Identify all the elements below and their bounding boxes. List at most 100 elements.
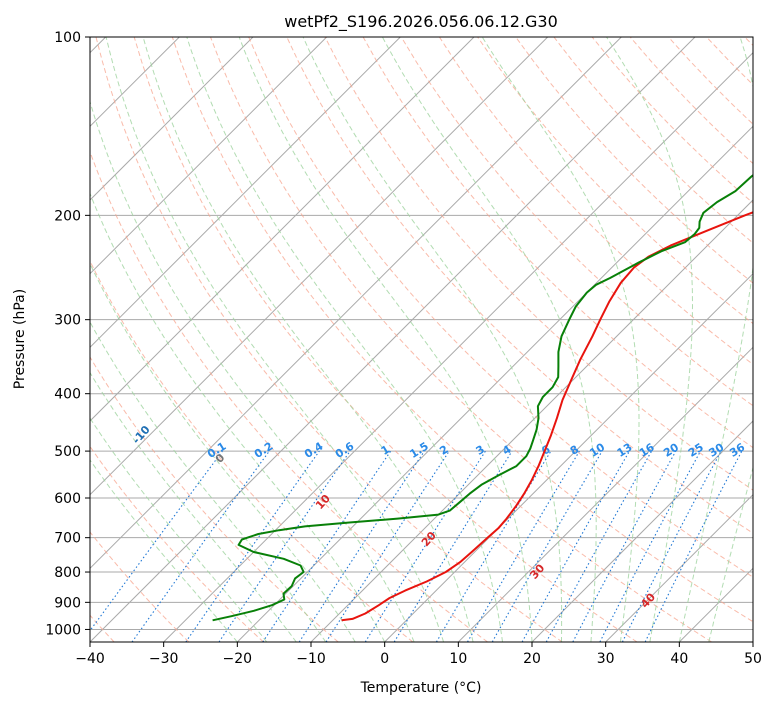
moist-adiabat-line <box>90 321 327 642</box>
mixing-ratio-label: 8 <box>568 443 581 458</box>
mixing-ratio-line <box>599 450 701 642</box>
moist-adiabat-line <box>90 192 386 642</box>
y-tick-label: 800 <box>54 565 81 581</box>
mixing-ratio-label: 20 <box>661 440 681 459</box>
isotherm-line <box>678 567 753 642</box>
mixing-ratio-label: 0.6 <box>333 439 357 461</box>
dry-adiabat-line <box>95 37 563 642</box>
isotherm-line <box>457 346 753 642</box>
chart-title: wetPf2_S196.2026.056.06.12.G30 <box>284 12 558 32</box>
plot-frame <box>89 36 754 643</box>
y-tick-label: 900 <box>54 595 81 611</box>
moist-adiabat-line <box>90 459 238 642</box>
moist-adiabat-line <box>186 37 503 642</box>
mixing-ratio-line <box>521 450 630 642</box>
dry-adiabat-line <box>248 37 753 578</box>
isotherm-line <box>236 125 753 642</box>
y-tick-label: 300 <box>54 313 81 329</box>
mixing-ratio-line <box>393 450 513 642</box>
x-axis: −40 −30 −20 −10 0 10 20 30 40 50 <box>75 642 762 667</box>
mixing-ratio-label: 4 <box>500 442 514 457</box>
dry-adiabat-line <box>515 37 753 284</box>
dry-adiabat-label: 40 <box>638 590 658 610</box>
moist-adiabat-line <box>142 37 474 642</box>
dry-adiabat-line <box>668 37 753 125</box>
dry-adiabat-line <box>90 531 190 642</box>
dry-adiabat-line <box>90 259 414 642</box>
mixing-ratio-line <box>185 450 320 642</box>
isotherm-line <box>384 272 753 642</box>
temperature-line <box>341 211 753 622</box>
x-tick-label: −40 <box>75 651 105 667</box>
isotherm-line <box>90 37 254 201</box>
mixing-ratio-line <box>262 450 392 642</box>
plot-area: 0.10.20.40.611.52346810131620253036-100-… <box>90 37 753 642</box>
mixing-ratio-line <box>131 450 270 642</box>
mixing-ratio-label: 1.5 <box>407 440 430 461</box>
x-tick-label: −10 <box>296 651 326 667</box>
dry-adiabat-line <box>90 356 339 642</box>
isotherm-line <box>90 37 622 570</box>
y-tick-label: 100 <box>54 30 81 46</box>
isotherm-line <box>605 493 753 642</box>
dry-adiabat-label: 30 <box>527 561 547 581</box>
mixing-ratio-line <box>298 450 425 642</box>
y-axis-label: Pressure (hPa) <box>12 289 28 389</box>
dry-adiabat-lines <box>90 37 753 642</box>
mixing-ratio-label: 3 <box>474 443 487 458</box>
profile-series <box>212 173 753 622</box>
dry-adiabat-line <box>362 37 753 449</box>
x-tick-label: −30 <box>149 651 179 667</box>
isobar-lines <box>90 37 753 630</box>
dry-adiabat-line <box>706 37 753 86</box>
mixing-ratio-line <box>572 450 677 642</box>
y-tick-label: 200 <box>54 208 81 224</box>
dry-adiabat-line <box>133 37 638 642</box>
isotherm-line <box>90 37 549 496</box>
dry-adiabat-line <box>90 445 264 642</box>
moist-adiabat-line <box>678 37 753 642</box>
isotherm-lines <box>90 37 753 642</box>
mixing-ratio-line <box>644 450 743 642</box>
isotherm-line <box>90 37 328 275</box>
isotherm-line <box>90 37 401 349</box>
dry-adiabat-line <box>438 37 753 366</box>
dry-adiabat-label: -10 <box>130 423 153 447</box>
reference-line-labels: 0.10.20.40.611.52346810131620253036-100-… <box>90 423 747 611</box>
dry-adiabat-line <box>210 37 753 623</box>
mixing-ratio-line <box>218 450 351 642</box>
moist-adiabat-line <box>302 37 563 642</box>
dry-adiabat-line <box>171 37 712 642</box>
mixing-ratio-label: 30 <box>707 440 727 459</box>
mixing-ratio-label: 1 <box>379 443 392 458</box>
mixing-ratio-label: 10 <box>587 440 607 459</box>
x-tick-label: 50 <box>744 651 762 667</box>
moist-adiabat-line <box>105 37 445 642</box>
y-axis: 1000 900 800 700 600 500 400 300 200 100 <box>45 30 90 638</box>
mixing-ratio-label: 13 <box>615 441 635 460</box>
x-tick-label: 0 <box>380 651 389 667</box>
mixing-ratio-label: 25 <box>686 441 706 460</box>
isotherm-line <box>531 420 753 642</box>
mixing-ratio-line <box>467 450 580 642</box>
x-tick-label: 10 <box>449 651 467 667</box>
dry-adiabat-line <box>90 150 488 642</box>
x-tick-label: 30 <box>597 651 615 667</box>
dry-adiabat-line <box>324 37 753 491</box>
x-tick-label: 40 <box>670 651 688 667</box>
moist-adiabat-line <box>90 262 356 642</box>
moist-adiabat-line <box>90 417 268 642</box>
isotherm-line <box>163 51 753 642</box>
dry-adiabat-line <box>744 37 753 47</box>
dry-adiabat-line <box>400 37 753 407</box>
y-tick-label: 500 <box>54 444 81 460</box>
isotherm-line <box>90 37 475 422</box>
dewpoint-line <box>212 173 753 622</box>
isotherm-line <box>90 37 696 642</box>
moist-adiabat-line <box>708 465 753 642</box>
mixing-ratio-line <box>545 450 653 642</box>
y-tick-label: 400 <box>54 387 81 403</box>
mixing-ratio-lines <box>90 450 743 642</box>
y-tick-label: 700 <box>54 531 81 547</box>
